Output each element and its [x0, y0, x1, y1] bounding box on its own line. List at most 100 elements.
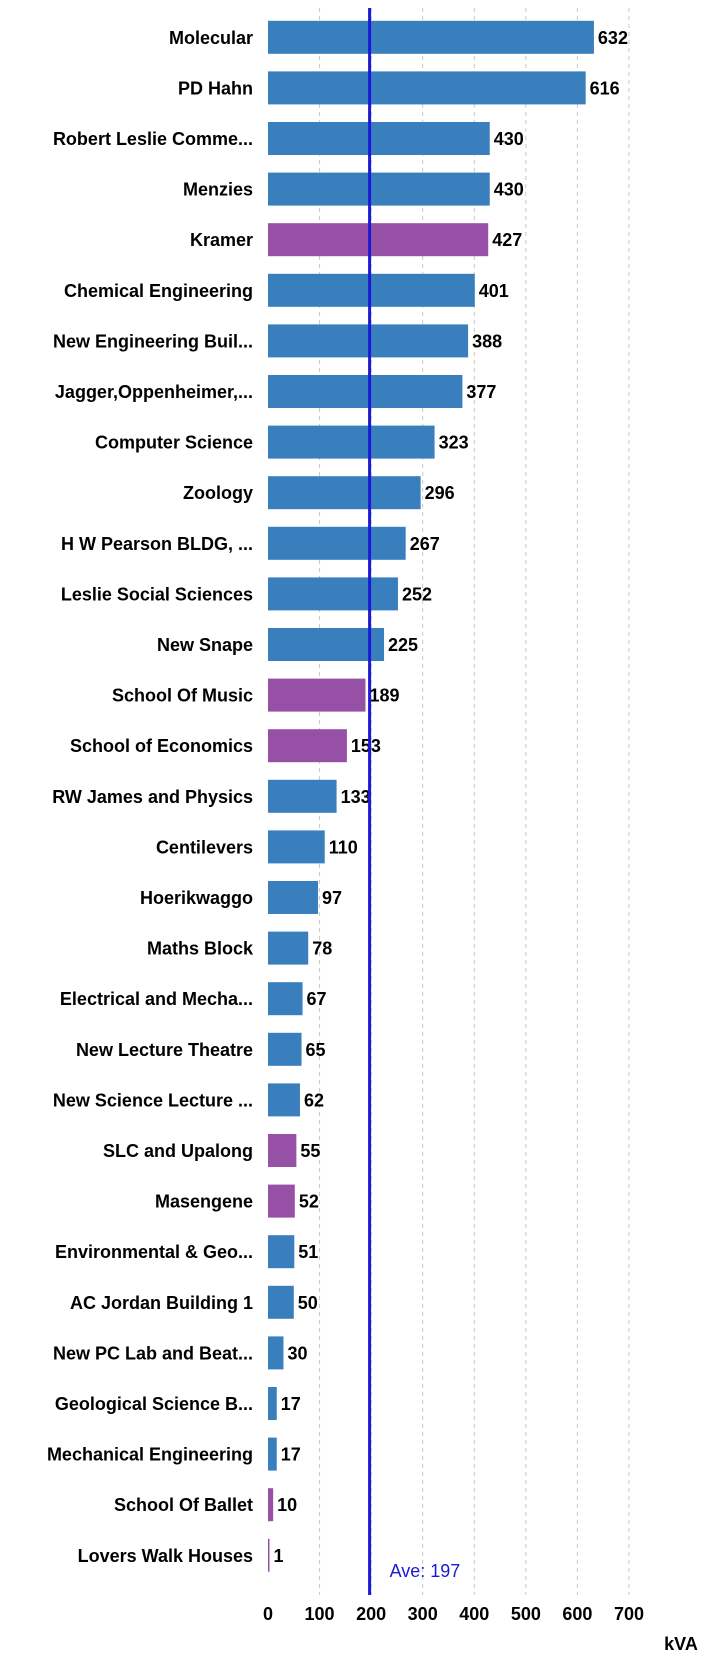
bar: [268, 1032, 302, 1066]
category-label: School Of Ballet: [114, 1495, 253, 1515]
value-label: 430: [494, 129, 524, 149]
bar: [268, 526, 406, 560]
bar: [268, 1437, 277, 1471]
bar: [268, 1134, 297, 1167]
bar: [268, 122, 490, 155]
category-label: RW James and Physics: [52, 787, 253, 807]
category-label: H W Pearson BLDG, ...: [61, 534, 253, 554]
category-label: New Snape: [157, 635, 253, 655]
category-label: New Science Lecture ...: [53, 1090, 253, 1110]
bar: [268, 881, 319, 914]
category-label: Electrical and Mecha...: [60, 989, 253, 1009]
value-label: 30: [287, 1343, 307, 1363]
bar: [268, 830, 325, 864]
bar: [268, 1488, 274, 1522]
value-label: 632: [598, 28, 628, 48]
x-tick-label: 500: [511, 1604, 541, 1624]
value-label: 323: [439, 433, 469, 453]
value-label: 267: [410, 534, 440, 554]
value-label: 17: [281, 1394, 301, 1414]
category-label: SLC and Upalong: [103, 1141, 253, 1161]
category-label: Menzies: [183, 180, 253, 200]
value-label: 78: [312, 939, 332, 959]
bar: [268, 71, 586, 105]
bar: [268, 1538, 270, 1572]
category-label: Robert Leslie Comme...: [53, 129, 253, 149]
bar: [268, 476, 421, 510]
bar: [268, 1083, 300, 1117]
category-label: New PC Lab and Beat...: [53, 1343, 253, 1363]
value-label: 377: [466, 382, 496, 402]
bar: [268, 678, 366, 712]
value-label: 616: [590, 78, 620, 98]
value-label: 10: [277, 1495, 297, 1515]
category-label: PD Hahn: [178, 78, 253, 98]
category-label: New Lecture Theatre: [76, 1040, 253, 1060]
category-label: Hoerikwaggo: [140, 888, 253, 908]
category-label: Centilevers: [156, 837, 253, 857]
value-label: 67: [307, 989, 327, 1009]
value-label: 189: [369, 686, 399, 706]
category-label: Lovers Walk Houses: [78, 1546, 253, 1566]
bar: [268, 172, 490, 206]
value-label: 1: [274, 1546, 284, 1566]
x-tick-label: 600: [562, 1604, 592, 1624]
category-label: New Engineering Buil...: [53, 331, 253, 351]
x-tick-labels: 0 100 200 300 400 500 600 700: [263, 1604, 644, 1624]
value-label: 225: [388, 635, 418, 655]
bar: [268, 273, 475, 307]
bar: [268, 223, 489, 257]
value-label: 65: [306, 1040, 326, 1060]
value-label: 51: [298, 1242, 318, 1262]
x-tick-label: 200: [356, 1604, 386, 1624]
category-label: Computer Science: [95, 433, 253, 453]
value-label: 296: [425, 483, 455, 503]
bar: [268, 375, 463, 408]
category-label: Jagger,Oppenheimer,...: [55, 382, 253, 402]
category-label: Kramer: [190, 230, 253, 250]
value-label: 17: [281, 1445, 301, 1465]
bars-group: [268, 20, 594, 1572]
value-label: 430: [494, 180, 524, 200]
category-label: Environmental & Geo...: [55, 1242, 253, 1262]
category-labels: Molecular PD Hahn Robert Leslie Comme... Me…: [47, 28, 254, 1566]
category-label: School Of Music: [112, 686, 253, 706]
bar: [268, 1184, 295, 1218]
x-tick-label: 400: [459, 1604, 489, 1624]
x-tick-label: 100: [305, 1604, 335, 1624]
value-label: 62: [304, 1090, 324, 1110]
category-label: Chemical Engineering: [64, 281, 253, 301]
bar: [268, 931, 309, 965]
value-label: 427: [492, 230, 522, 250]
category-label: Masengene: [155, 1192, 253, 1212]
category-label: Leslie Social Sciences: [61, 584, 253, 604]
value-label: 55: [300, 1141, 320, 1161]
value-label: 252: [402, 584, 432, 604]
value-label: 52: [299, 1192, 319, 1212]
x-tick-label: 0: [263, 1604, 273, 1624]
value-label: 50: [298, 1293, 318, 1313]
bar: [268, 1235, 295, 1269]
x-tick-label: 300: [408, 1604, 438, 1624]
bar: [268, 729, 347, 763]
category-label: AC Jordan Building 1: [70, 1293, 253, 1313]
category-label: School of Economics: [70, 736, 253, 756]
x-tick-label: 700: [614, 1604, 644, 1624]
bar: [268, 1387, 277, 1420]
bar: [268, 20, 594, 54]
value-label: 97: [322, 888, 342, 908]
category-label: Mechanical Engineering: [47, 1445, 253, 1465]
value-label: 153: [351, 736, 381, 756]
bar: [268, 1336, 284, 1370]
value-label: 388: [472, 331, 502, 351]
category-label: Zoology: [183, 483, 253, 503]
bar: [268, 324, 469, 358]
category-label: Molecular: [169, 28, 253, 48]
bar: [268, 982, 303, 1016]
value-label: 133: [341, 787, 371, 807]
bar: [268, 779, 337, 813]
bar: [268, 577, 398, 611]
value-label: 110: [329, 837, 358, 857]
average-label: Ave: 197: [390, 1561, 461, 1581]
